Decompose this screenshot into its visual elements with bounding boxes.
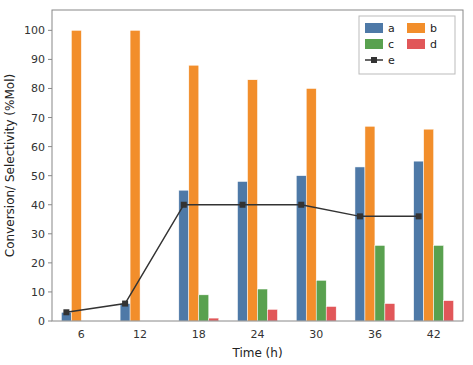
legend-label: b [430,22,437,35]
legend-label: a [388,22,395,35]
bar [130,30,140,321]
bar [444,301,454,321]
tick-label: 20 [31,257,45,270]
tick-label: 100 [24,24,45,37]
bar [385,304,395,321]
legend-label: c [388,38,394,51]
tick-label: 50 [31,170,45,183]
bar [258,289,268,321]
tick-label: 70 [31,112,45,125]
tick-mark [48,175,52,176]
line [66,205,418,313]
bar [306,88,316,321]
tick-label: 90 [31,53,45,66]
legend-label: e [388,54,395,67]
y-axis-label: Conversion/ Selectivity (%Mol) [3,74,17,257]
tick-label: 6 [78,328,85,341]
marker [181,202,187,208]
tick-mark [48,204,52,205]
legend-marker [371,57,377,63]
marker [298,202,304,208]
tick-mark [48,146,52,147]
bar [267,309,277,321]
legend: a b c d e [359,16,455,74]
tick-label: 40 [31,199,45,212]
bar [238,181,248,321]
legend-label: d [430,38,437,51]
tick-mark [48,233,52,234]
bar [326,306,336,321]
x-axis-label: Time (h) [231,346,282,360]
legend-swatch [365,39,383,49]
tick-mark [48,262,52,263]
bar [375,245,385,321]
bar [248,80,258,321]
tick-mark [48,321,52,322]
tick-mark [48,59,52,60]
tick-label: 80 [31,82,45,95]
marker [416,213,422,219]
bar [355,167,365,321]
marker [122,301,128,307]
tick-mark [48,291,52,292]
marker [63,309,69,315]
tick-label: 60 [31,141,45,154]
tick-label: 12 [133,328,147,341]
bar [424,129,434,321]
tick-label: 30 [31,228,45,241]
bar [189,65,199,321]
tick-label: 18 [192,328,206,341]
plot-frame [52,10,463,321]
tick-mark [48,88,52,89]
chart: 0 10 20 30 40 50 60 70 80 90 100 6 12 18 24 30 36 42 Time … [0,0,473,365]
bar [365,126,375,321]
bar [71,30,81,321]
bar [199,295,209,321]
legend-box [359,16,455,74]
bar [414,161,424,321]
tick-mark [48,30,52,31]
tick-mark [48,117,52,118]
tick-label: 24 [251,328,265,341]
marker [357,213,363,219]
legend-swatch [407,39,425,49]
tick-label: 42 [427,328,441,341]
marker [240,202,246,208]
bar [316,280,326,321]
bar [434,245,444,321]
legend-swatch [365,23,383,33]
tick-label: 36 [368,328,382,341]
tick-label: 0 [38,315,45,328]
tick-label: 30 [309,328,323,341]
tick-label: 10 [31,286,45,299]
bar [296,176,306,321]
legend-swatch [407,23,425,33]
